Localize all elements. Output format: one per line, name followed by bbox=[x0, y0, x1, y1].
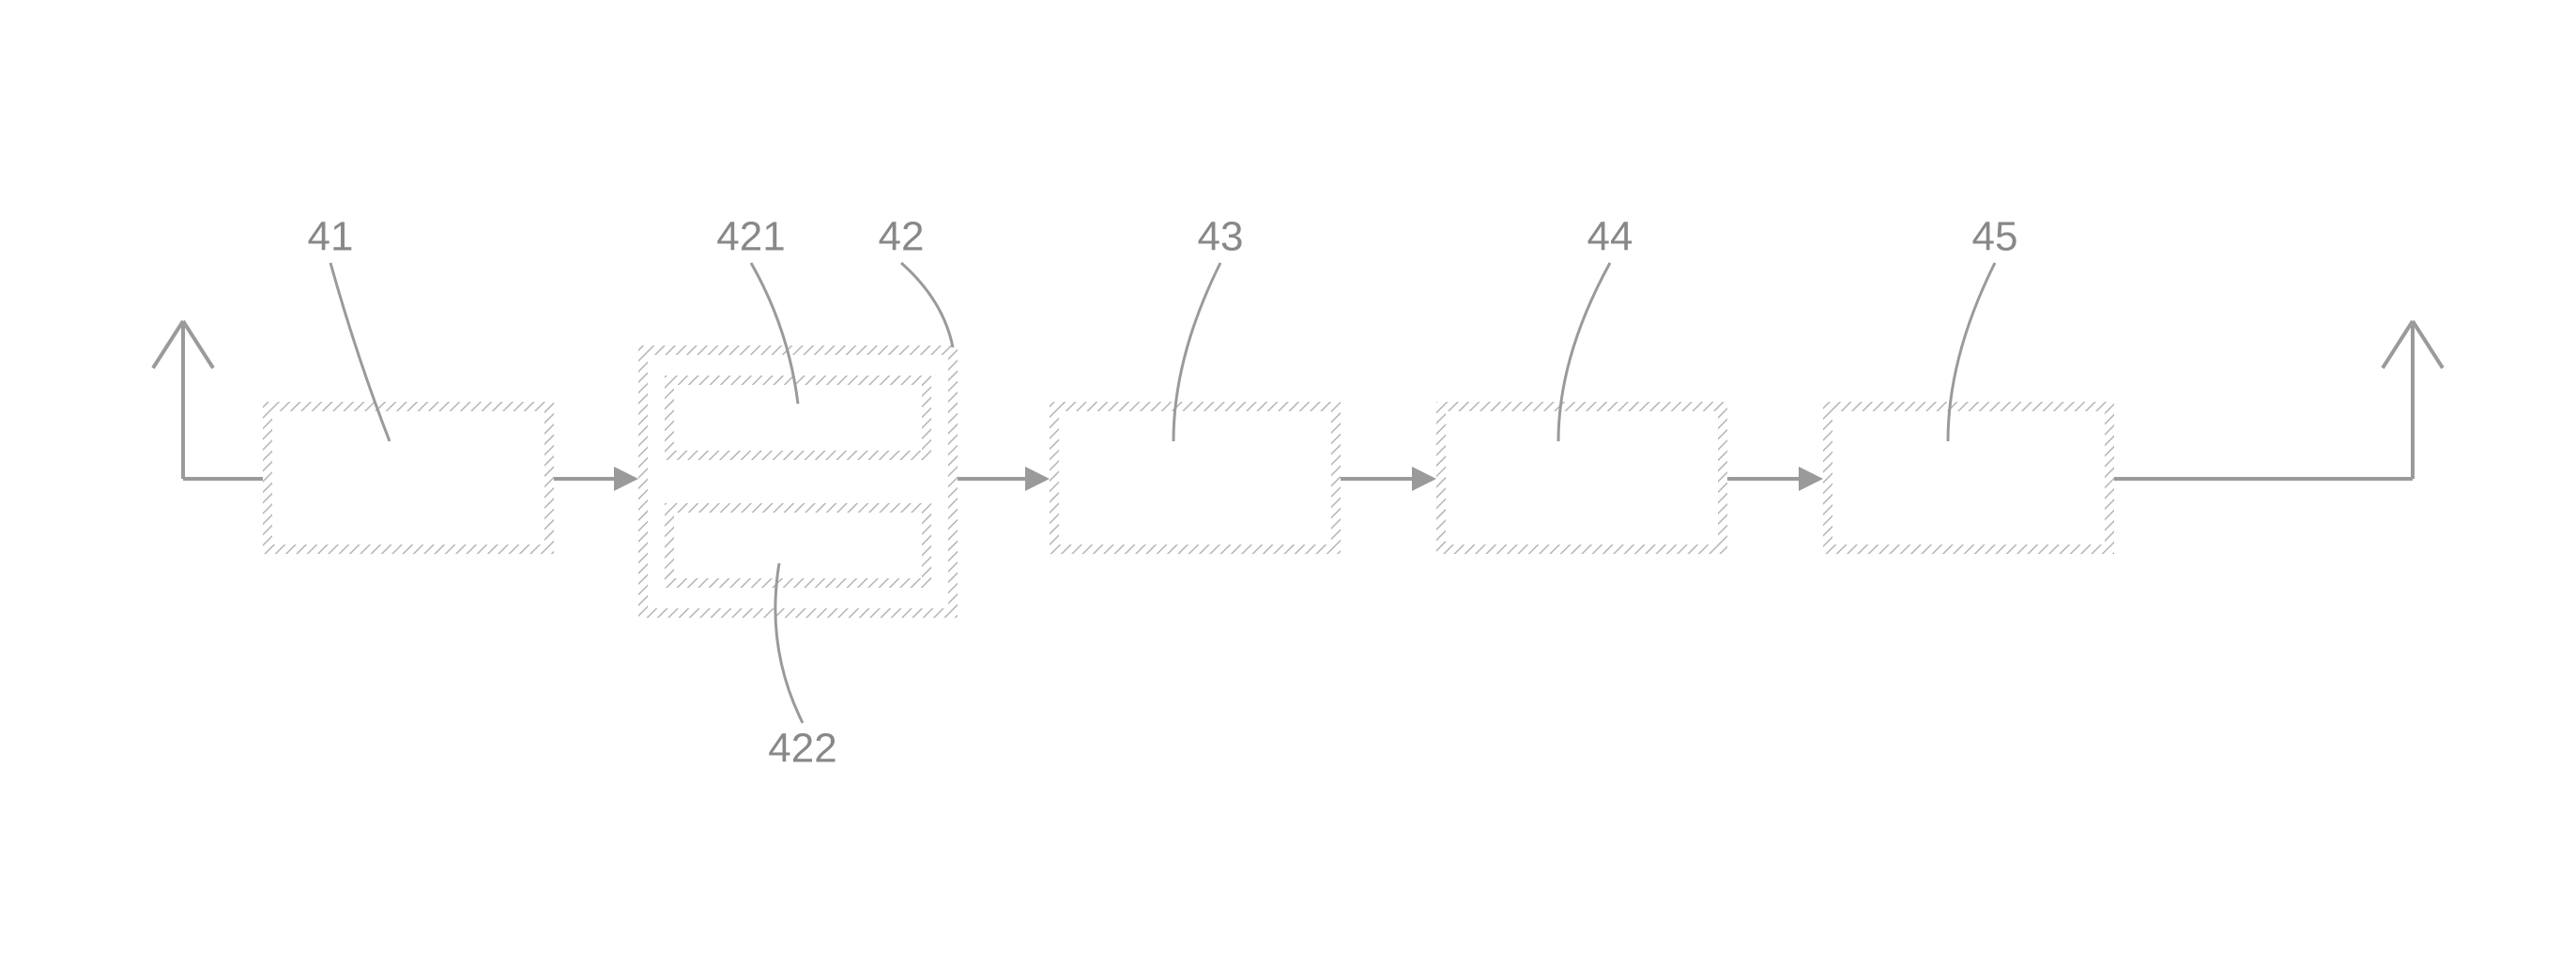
block-421 bbox=[665, 376, 931, 460]
label-422: 422 bbox=[768, 726, 836, 772]
arrow bbox=[554, 467, 638, 491]
arrow bbox=[1341, 467, 1436, 491]
arrow bbox=[958, 467, 1050, 491]
block-41 bbox=[263, 402, 554, 554]
label-42: 42 bbox=[879, 214, 925, 260]
block-422 bbox=[665, 503, 931, 588]
block-45 bbox=[1823, 402, 2114, 554]
block-diagram: 41 421 42 43 44 45 422 bbox=[0, 0, 2576, 967]
block-44 bbox=[1436, 402, 1727, 554]
label-43: 43 bbox=[1198, 214, 1244, 260]
label-44: 44 bbox=[1587, 214, 1633, 260]
label-421: 421 bbox=[716, 214, 785, 260]
arrow bbox=[1727, 467, 1823, 491]
block-43 bbox=[1050, 402, 1341, 554]
label-41: 41 bbox=[308, 214, 354, 260]
leader-line bbox=[901, 263, 953, 347]
label-45: 45 bbox=[1972, 214, 2018, 260]
antenna-left bbox=[153, 321, 213, 479]
antenna-right bbox=[2383, 321, 2443, 479]
